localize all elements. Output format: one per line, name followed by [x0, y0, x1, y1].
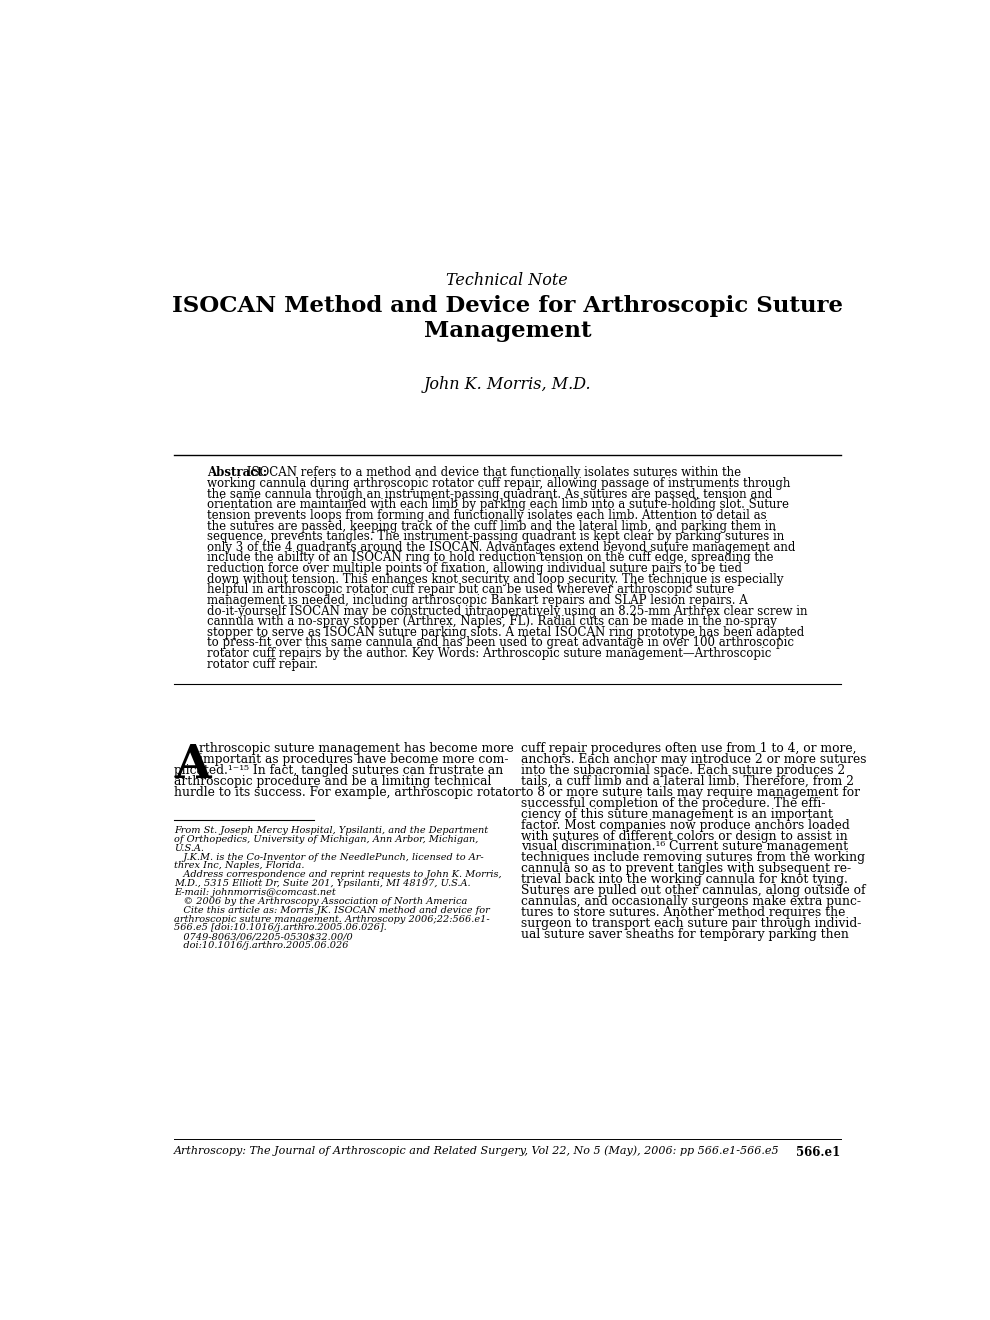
Text: ciency of this suture management is an important: ciency of this suture management is an i…	[522, 808, 834, 821]
Text: U.S.A.: U.S.A.	[174, 843, 204, 853]
Text: ISOCAN Method and Device for Arthroscopic Suture: ISOCAN Method and Device for Arthroscopi…	[172, 296, 842, 318]
Text: surgeon to transport each suture pair through individ-: surgeon to transport each suture pair th…	[522, 917, 861, 931]
Text: threx Inc, Naples, Florida.: threx Inc, Naples, Florida.	[174, 862, 305, 870]
Text: A: A	[174, 742, 211, 788]
Text: Abstract:: Abstract:	[208, 466, 267, 479]
Text: working cannula during arthroscopic rotator cuff repair, allowing passage of ins: working cannula during arthroscopic rota…	[208, 477, 791, 490]
Text: down without tension. This enhances knot security and loop security. The techniq: down without tension. This enhances knot…	[208, 573, 784, 586]
Text: John K. Morris, M.D.: John K. Morris, M.D.	[424, 376, 591, 392]
Text: ISOCAN refers to a method and device that functionally isolates sutures within t: ISOCAN refers to a method and device tha…	[244, 466, 742, 479]
Text: cuff repair procedures often use from 1 to 4, or more,: cuff repair procedures often use from 1 …	[522, 742, 856, 755]
Text: tails, a cuff limb and a lateral limb. Therefore, from 2: tails, a cuff limb and a lateral limb. T…	[522, 775, 854, 788]
Text: successful completion of the procedure. The effi-: successful completion of the procedure. …	[522, 797, 826, 809]
Text: E-mail: johnmorris@comcast.net: E-mail: johnmorris@comcast.net	[174, 888, 336, 898]
Text: stopper to serve as ISOCAN suture parking slots. A metal ISOCAN ring prototype h: stopper to serve as ISOCAN suture parkin…	[208, 626, 805, 639]
Text: Sutures are pulled out other cannulas, along outside of: Sutures are pulled out other cannulas, a…	[522, 884, 866, 898]
Text: rotator cuff repairs by the author. Key Words: Arthroscopic suture management—Ar: rotator cuff repairs by the author. Key …	[208, 647, 772, 660]
Text: doi:10.1016/j.arthro.2005.06.026: doi:10.1016/j.arthro.2005.06.026	[174, 941, 348, 950]
Text: management is needed, including arthroscopic Bankart repairs and SLAP lesion rep: management is needed, including arthrosc…	[208, 594, 748, 607]
Text: Cite this article as: Morris JK. ISOCAN method and device for: Cite this article as: Morris JK. ISOCAN …	[174, 906, 490, 915]
Text: cannula with a no-spray stopper (Arthrex, Naples, FL). Radial cuts can be made i: cannula with a no-spray stopper (Arthrex…	[208, 615, 777, 628]
Text: the same cannula through an instrument-passing quadrant. As sutures are passed, : the same cannula through an instrument-p…	[208, 487, 773, 500]
Text: of Orthopedics, University of Michigan, Ann Arbor, Michigan,: of Orthopedics, University of Michigan, …	[174, 834, 478, 843]
Text: visual discrimination.¹⁶ Current suture management: visual discrimination.¹⁶ Current suture …	[522, 841, 848, 854]
Text: plicated.¹⁻¹⁵ In fact, tangled sutures can frustrate an: plicated.¹⁻¹⁵ In fact, tangled sutures c…	[174, 764, 503, 777]
Text: anchors. Each anchor may introduce 2 or more sutures: anchors. Each anchor may introduce 2 or …	[522, 752, 867, 766]
Text: reduction force over multiple points of fixation, allowing individual suture pai: reduction force over multiple points of …	[208, 562, 742, 576]
Text: Address correspondence and reprint requests to John K. Morris,: Address correspondence and reprint reque…	[174, 870, 502, 879]
Text: Arthroscopy: The Journal of Arthroscopic and Related Surgery, Vol 22, No 5 (May): Arthroscopy: The Journal of Arthroscopic…	[174, 1146, 780, 1156]
Text: important as procedures have become more com-: important as procedures have become more…	[199, 752, 509, 766]
Text: M.D., 5315 Elliott Dr, Suite 201, Ypsilanti, MI 48197, U.S.A.: M.D., 5315 Elliott Dr, Suite 201, Ypsila…	[174, 879, 471, 888]
Text: 566.e1: 566.e1	[796, 1146, 841, 1159]
Text: Management: Management	[424, 321, 591, 342]
Text: techniques include removing sutures from the working: techniques include removing sutures from…	[522, 851, 865, 865]
Text: factor. Most companies now produce anchors loaded: factor. Most companies now produce ancho…	[522, 818, 850, 832]
Text: © 2006 by the Arthroscopy Association of North America: © 2006 by the Arthroscopy Association of…	[174, 896, 467, 906]
Text: hurdle to its success. For example, arthroscopic rotator: hurdle to its success. For example, arth…	[174, 785, 521, 799]
Text: cannula so as to prevent tangles with subsequent re-: cannula so as to prevent tangles with su…	[522, 862, 851, 875]
Text: tures to store sutures. Another method requires the: tures to store sutures. Another method r…	[522, 906, 845, 919]
Text: orientation are maintained with each limb by parking each limb into a suture-hol: orientation are maintained with each lim…	[208, 498, 789, 511]
Text: only 3 of the 4 quadrants around the ISOCAN. Advantages extend beyond suture man: only 3 of the 4 quadrants around the ISO…	[208, 541, 796, 554]
Text: 0749-8063/06/2205-0530$32.00/0: 0749-8063/06/2205-0530$32.00/0	[174, 932, 352, 941]
Text: rthroscopic suture management has become more: rthroscopic suture management has become…	[199, 742, 514, 755]
Text: From St. Joseph Mercy Hospital, Ypsilanti, and the Department: From St. Joseph Mercy Hospital, Ypsilant…	[174, 826, 488, 836]
Text: the sutures are passed, keeping track of the cuff limb and the lateral limb, and: the sutures are passed, keeping track of…	[208, 520, 776, 532]
Text: J.K.M. is the Co-Inventor of the NeedlePunch, licensed to Ar-: J.K.M. is the Co-Inventor of the NeedleP…	[174, 853, 484, 862]
Text: include the ability of an ISOCAN ring to hold reduction tension on the cuff edge: include the ability of an ISOCAN ring to…	[208, 552, 774, 565]
Text: 566.e5 [doi:10.1016/j.arthro.2005.06.026].: 566.e5 [doi:10.1016/j.arthro.2005.06.026…	[174, 924, 387, 932]
Text: do-it-yourself ISOCAN may be constructed intraoperatively using an 8.25-mm Arthr: do-it-yourself ISOCAN may be constructed…	[208, 605, 808, 618]
Text: into the subacromial space. Each suture produces 2: into the subacromial space. Each suture …	[522, 764, 845, 777]
Text: trieval back into the working cannula for knot tying.: trieval back into the working cannula fo…	[522, 874, 848, 886]
Text: helpful in arthroscopic rotator cuff repair but can be used wherever arthroscopi: helpful in arthroscopic rotator cuff rep…	[208, 583, 735, 597]
Text: cannulas, and occasionally surgeons make extra punc-: cannulas, and occasionally surgeons make…	[522, 895, 861, 908]
Text: ual suture saver sheaths for temporary parking then: ual suture saver sheaths for temporary p…	[522, 928, 849, 941]
Text: with sutures of different colors or design to assist in: with sutures of different colors or desi…	[522, 829, 848, 842]
Text: to press-fit over this same cannula and has been used to great advantage in over: to press-fit over this same cannula and …	[208, 636, 794, 649]
Text: arthroscopic suture management. Arthroscopy 2006;22:566.e1-: arthroscopic suture management. Arthrosc…	[174, 915, 490, 924]
Text: tension prevents loops from forming and functionally isolates each limb. Attenti: tension prevents loops from forming and …	[208, 510, 767, 521]
Text: to 8 or more suture tails may require management for: to 8 or more suture tails may require ma…	[522, 785, 860, 799]
Text: rotator cuff repair.: rotator cuff repair.	[208, 657, 319, 671]
Text: Technical Note: Technical Note	[446, 272, 568, 289]
Text: arthroscopic procedure and be a limiting technical: arthroscopic procedure and be a limiting…	[174, 775, 491, 788]
Text: sequence, prevents tangles. The instrument-passing quadrant is kept clear by par: sequence, prevents tangles. The instrume…	[208, 531, 785, 543]
